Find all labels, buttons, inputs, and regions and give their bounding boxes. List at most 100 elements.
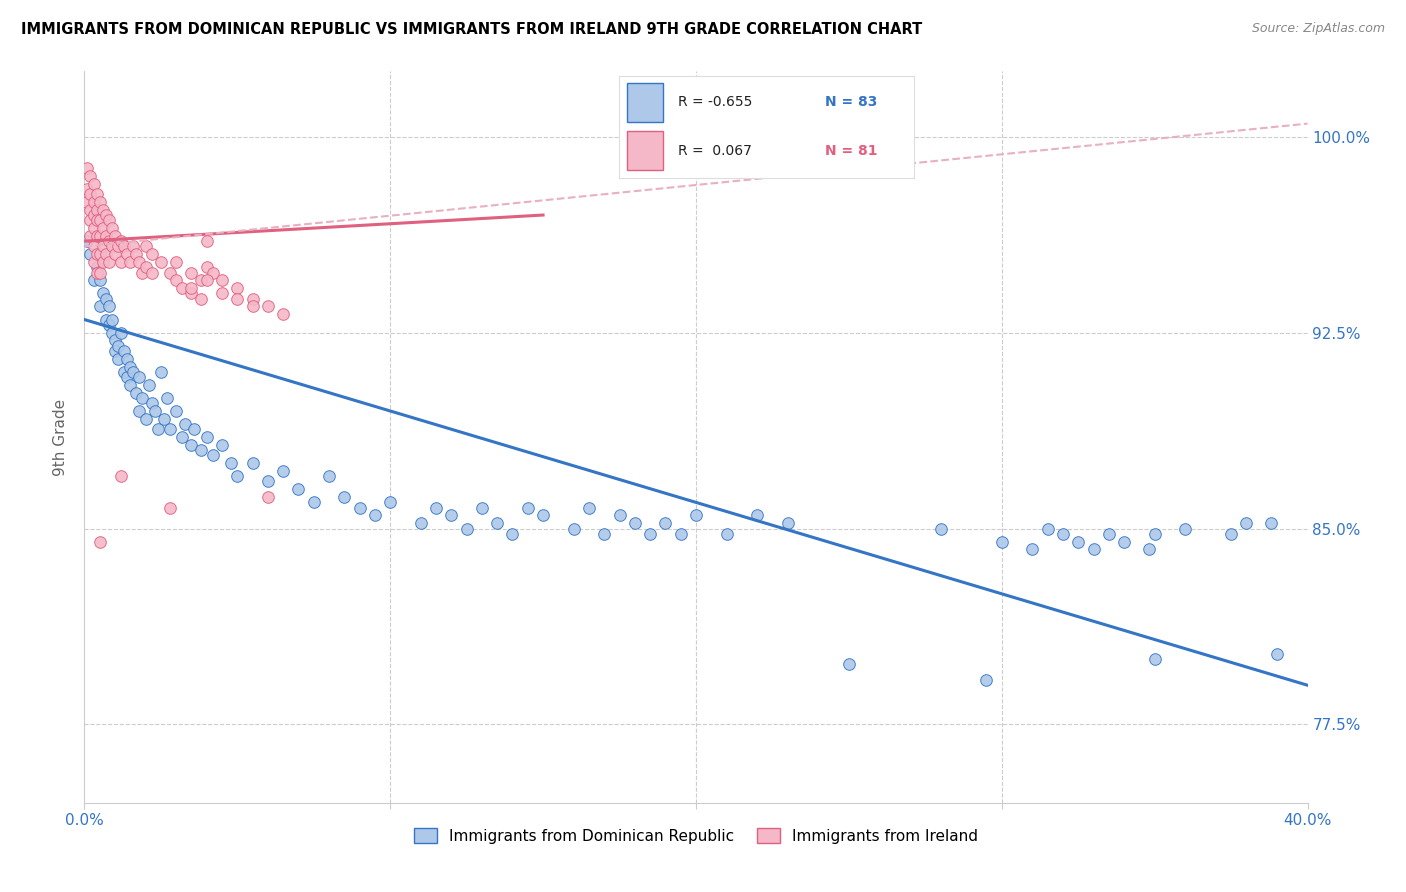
Point xyxy=(101,239,124,253)
Point xyxy=(195,234,218,248)
Point xyxy=(97,318,120,332)
Point xyxy=(89,213,111,227)
Point xyxy=(183,422,205,436)
Point xyxy=(1052,526,1074,541)
Point xyxy=(593,526,616,541)
Point xyxy=(287,483,309,497)
Point xyxy=(83,194,105,209)
Point xyxy=(1220,526,1243,541)
Point xyxy=(929,521,952,535)
Point xyxy=(172,430,194,444)
Point xyxy=(101,221,124,235)
Point xyxy=(180,286,202,301)
Point xyxy=(271,464,294,478)
Point xyxy=(86,247,108,261)
Point xyxy=(122,239,145,253)
Point xyxy=(146,422,169,436)
Point xyxy=(1265,647,1288,661)
Point xyxy=(516,500,538,515)
Legend: Immigrants from Dominican Republic, Immigrants from Ireland: Immigrants from Dominican Republic, Immi… xyxy=(408,822,984,850)
Point xyxy=(257,300,280,314)
Point xyxy=(131,265,153,279)
Point xyxy=(107,239,129,253)
Point xyxy=(669,526,692,541)
Point xyxy=(79,213,101,227)
Point xyxy=(1098,526,1121,541)
Point xyxy=(159,422,181,436)
Point xyxy=(86,202,108,217)
Point xyxy=(141,265,163,279)
Point xyxy=(110,255,132,269)
Point xyxy=(110,326,132,340)
Point xyxy=(257,475,280,489)
Point xyxy=(195,430,218,444)
Text: Source: ZipAtlas.com: Source: ZipAtlas.com xyxy=(1251,22,1385,36)
Point xyxy=(135,260,157,275)
Point xyxy=(104,334,127,348)
Point xyxy=(211,273,233,287)
Point xyxy=(638,526,661,541)
Point xyxy=(456,521,478,535)
Point xyxy=(143,404,166,418)
Point xyxy=(165,255,187,269)
Point xyxy=(242,456,264,470)
Point xyxy=(94,228,117,243)
Point xyxy=(190,292,212,306)
Point xyxy=(624,516,647,531)
Point xyxy=(79,202,101,217)
Point xyxy=(122,365,145,379)
Point xyxy=(120,255,142,269)
Point xyxy=(172,281,194,295)
Point xyxy=(531,508,554,523)
Point xyxy=(89,194,111,209)
Point xyxy=(153,411,176,425)
Point xyxy=(138,377,160,392)
Point xyxy=(141,247,163,261)
Point xyxy=(112,365,135,379)
Point xyxy=(156,391,179,405)
Point xyxy=(125,385,148,400)
Text: N = 83: N = 83 xyxy=(825,95,877,110)
Point xyxy=(86,228,108,243)
Point xyxy=(83,208,105,222)
Point xyxy=(115,351,138,366)
Point xyxy=(333,490,356,504)
Point xyxy=(141,396,163,410)
Point xyxy=(364,508,387,523)
Point xyxy=(94,292,117,306)
Point xyxy=(349,500,371,515)
Text: IMMIGRANTS FROM DOMINICAN REPUBLIC VS IMMIGRANTS FROM IRELAND 9TH GRADE CORRELAT: IMMIGRANTS FROM DOMINICAN REPUBLIC VS IM… xyxy=(21,22,922,37)
Point xyxy=(120,377,142,392)
Point xyxy=(83,255,105,269)
Point xyxy=(91,239,114,253)
Point xyxy=(104,228,127,243)
Point xyxy=(195,260,218,275)
Point xyxy=(135,411,157,425)
Point xyxy=(190,273,212,287)
Point xyxy=(502,526,524,541)
Point xyxy=(159,500,181,515)
Point xyxy=(83,177,105,191)
Text: R =  0.067: R = 0.067 xyxy=(678,144,752,158)
Point xyxy=(1143,652,1166,666)
Point xyxy=(226,292,249,306)
Point xyxy=(97,234,120,248)
Point xyxy=(1021,542,1043,557)
Point xyxy=(776,516,799,531)
Point xyxy=(578,500,600,515)
Point xyxy=(131,391,153,405)
Point xyxy=(271,307,294,321)
Point xyxy=(211,286,233,301)
Point xyxy=(76,161,98,175)
Point xyxy=(107,338,129,352)
Point xyxy=(1236,516,1258,531)
Point xyxy=(471,500,494,515)
Point xyxy=(685,508,707,523)
Point xyxy=(89,265,111,279)
Point xyxy=(1137,542,1160,557)
Point xyxy=(201,448,224,462)
Point xyxy=(747,508,769,523)
Point xyxy=(86,260,108,275)
Point xyxy=(159,265,181,279)
Point xyxy=(440,508,463,523)
